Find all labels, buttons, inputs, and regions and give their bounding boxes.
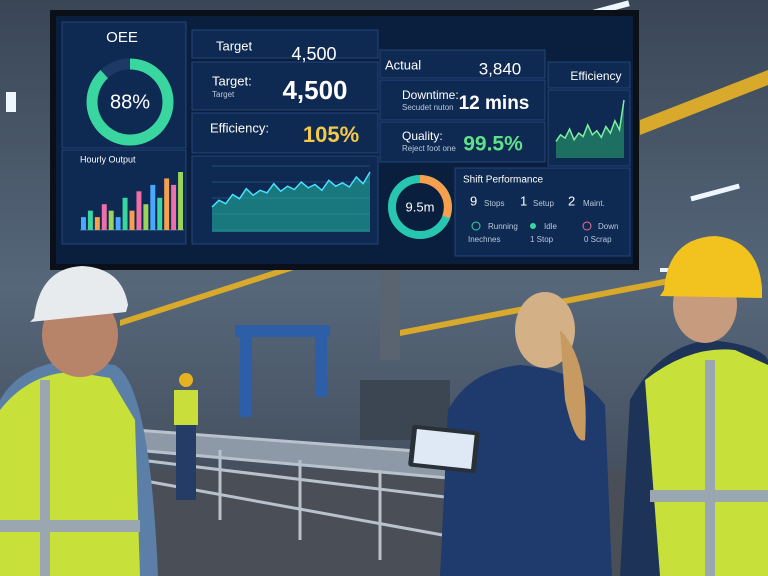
downtime-value: 12 mins <box>459 93 530 114</box>
quality-sublabel: Reject foot one <box>402 144 456 153</box>
hourly-bar <box>178 172 183 230</box>
stat-label: Setup <box>533 199 554 208</box>
hourly-bar <box>108 210 114 230</box>
hourly-bar <box>164 178 170 230</box>
downtime-sublabel: Secudet nuton <box>402 103 454 112</box>
hourly-bar <box>171 184 177 230</box>
area-fill <box>212 172 370 232</box>
state-label: Running <box>488 222 518 231</box>
background-worker <box>174 373 198 500</box>
hourly-bar <box>81 217 86 230</box>
target-header-label: Target <box>216 38 253 53</box>
hourly-bar <box>115 217 121 230</box>
efficiency-value: 105% <box>303 122 359 147</box>
downtime-panel <box>379 79 546 121</box>
worker-left <box>0 266 158 576</box>
state-sublabel: 1 Stop <box>530 235 554 244</box>
hourly-bar <box>150 184 156 230</box>
state-icon <box>530 223 536 229</box>
tablet-screen <box>413 429 475 469</box>
shift-panel <box>454 167 631 257</box>
quality-panel <box>379 121 546 163</box>
stat-count: 2 <box>568 193 575 208</box>
actual-header-label: Actual <box>385 57 421 72</box>
cycle-value: 9.5m <box>406 199 435 214</box>
machine <box>235 325 450 440</box>
worker-center <box>408 292 612 576</box>
stat-label: Maint. <box>583 199 605 208</box>
downtime-label: Downtime: <box>402 88 459 102</box>
quality-label: Quality: <box>402 129 443 143</box>
cycle-ring-accent <box>419 175 452 219</box>
actual-header <box>379 49 546 79</box>
hourly-bar <box>143 204 149 230</box>
target-sublabel: Target <box>212 90 235 99</box>
hourly-bar <box>157 197 163 230</box>
stat-label: Stops <box>484 199 504 208</box>
area-line <box>555 99 625 142</box>
oee-value: 88% <box>110 91 150 113</box>
efficiency-header <box>547 61 631 89</box>
stat-count: 1 <box>520 193 527 208</box>
state-icon <box>582 221 592 231</box>
target-header-value: 4,500 <box>291 44 336 64</box>
target-header <box>191 29 379 59</box>
hourly-bar <box>101 204 107 230</box>
quality-value: 99.5% <box>463 133 523 156</box>
state-sublabel: Inechnes <box>468 235 500 244</box>
dashboard: OEE 88% Hourly Output Target 4,500 Targe… <box>50 10 639 270</box>
target-label: Target: <box>212 73 252 88</box>
shift-title: Shift Performance <box>463 175 543 186</box>
efficiency-box <box>191 112 379 154</box>
state-sublabel: 0 Scrap <box>584 235 612 244</box>
hourly-bar <box>87 210 93 230</box>
state-label: Down <box>598 222 618 231</box>
efficiency-label: Efficiency: <box>210 120 269 135</box>
efficiency-panel-title: Efficiency <box>570 69 621 83</box>
area-line <box>211 171 371 208</box>
hourly-bar <box>136 191 142 230</box>
state-icon <box>471 221 481 231</box>
area-fill <box>556 100 624 158</box>
support-pole <box>380 270 400 360</box>
hourly-bar <box>94 217 100 230</box>
worker-right <box>620 236 768 576</box>
hourly-title: Hourly Output <box>80 154 136 164</box>
actual-header-value: 3,840 <box>479 59 522 78</box>
target-value: 4,500 <box>282 75 347 105</box>
hourly-bar <box>122 197 128 230</box>
state-label: Idle <box>544 222 557 231</box>
oee-arc <box>86 58 174 146</box>
target-panel <box>191 61 379 111</box>
stat-count: 9 <box>470 193 477 208</box>
oee-title: OEE <box>106 29 138 46</box>
hourly-bar <box>129 210 135 230</box>
